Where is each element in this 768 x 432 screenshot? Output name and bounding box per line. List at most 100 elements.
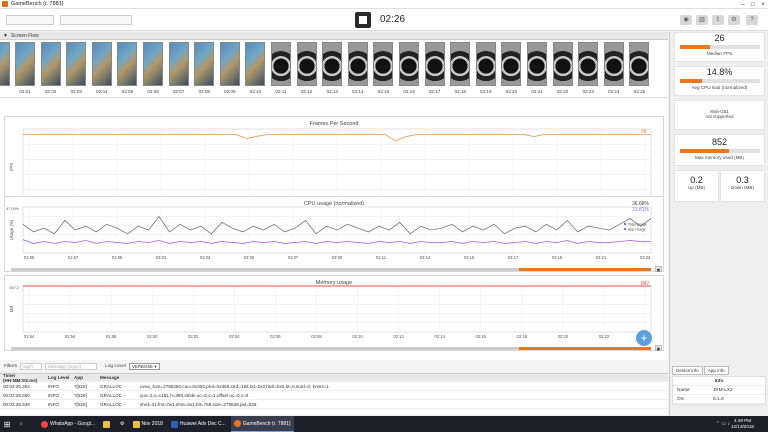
thumbnail-time-label: 02:12	[300, 89, 313, 94]
log-cell: ?[528]	[74, 392, 87, 398]
upload-card[interactable]: 0.2 Up (MB)	[674, 170, 719, 202]
download-label: Down (MB)	[731, 185, 754, 190]
screen-thumbnail[interactable]	[578, 42, 599, 86]
screen-thumbnail[interactable]	[629, 42, 650, 86]
taskbar-nov[interactable]: Nov 2018	[130, 416, 166, 432]
windows-start-icon[interactable]: ⊞	[3, 419, 11, 429]
taskbar-files[interactable]	[100, 416, 115, 432]
cpu-load-card[interactable]: 14.8% Avg CPU load (normalized)	[674, 66, 765, 96]
close-icon[interactable]: ×	[761, 1, 765, 8]
screen-thumbnail[interactable]	[552, 42, 573, 86]
memory-time-slider[interactable]	[11, 347, 651, 350]
screen-thumbnail[interactable]	[40, 42, 61, 86]
screen-thumbnail[interactable]	[527, 42, 547, 86]
export-icon[interactable]: ⇪	[712, 15, 724, 25]
trash-icon[interactable]: ▥	[696, 15, 708, 25]
memory-slider-range[interactable]	[519, 347, 651, 350]
plot-area	[22, 285, 652, 333]
thumbnail-time-label: 02:07	[172, 89, 185, 94]
screen-thumbnail[interactable]	[0, 42, 10, 86]
add-marker-button[interactable]: +	[636, 330, 652, 346]
screen-thumbnail[interactable]	[475, 42, 496, 86]
lock-icon[interactable]: ▣	[655, 266, 662, 272]
system-tray[interactable]: ⌃ ▭ ♪	[715, 421, 730, 427]
taskbar-whatsapp[interactable]: WhatsApp - Googl...	[38, 416, 98, 432]
log-row[interactable]: 00:02:26.352 INFO ?[528] GRALLOC - uvva_size…	[0, 382, 668, 391]
screen-thumbnail[interactable]	[399, 42, 419, 86]
screen-flow-strip[interactable]: 02:01 02:02 02:03 02:04 02:05 02:06 02:07 02:08…	[0, 40, 668, 98]
screen-thumbnail[interactable]	[450, 42, 471, 86]
maximize-icon[interactable]: □	[751, 1, 755, 8]
screen-thumbnail[interactable]	[347, 42, 368, 86]
tag-filter-input[interactable]: tag/fr	[20, 362, 43, 370]
device-info-value: JKM-LX2	[713, 387, 733, 393]
screen-thumbnail[interactable]	[143, 42, 163, 86]
cpu-slider-range[interactable]	[519, 268, 651, 271]
col-level[interactable]: Log Level	[48, 375, 70, 380]
system-clock[interactable]: 4:49 PM 12/13/2018	[731, 418, 754, 430]
max-memory-card[interactable]: 852 Max memory used (MB)	[674, 134, 765, 166]
app-dropdown[interactable]	[60, 15, 132, 25]
collapse-chevron-icon[interactable]: ▼	[3, 32, 8, 39]
log-row[interactable]: 00:02:26.350 INFO ?[528] GRALLOC - yuv=2,u=c…	[0, 391, 668, 400]
settings-icon[interactable]: ⚙	[728, 15, 740, 25]
screen-thumbnail[interactable]	[322, 42, 343, 86]
thumbnail-time-label: 02:02	[44, 89, 57, 94]
log-level-select[interactable]: VERBOSE ▾	[128, 362, 160, 370]
minimize-icon[interactable]: –	[741, 1, 745, 8]
col-message[interactable]: Message	[100, 375, 120, 380]
download-value: 0.3	[736, 175, 749, 185]
device-info-key: OS	[677, 396, 684, 402]
search-icon[interactable]: ⌕	[20, 421, 23, 427]
app-logo-icon	[2, 1, 8, 7]
screen-thumbnail[interactable]	[501, 42, 522, 86]
thumbnail-time-label: 02:24	[608, 89, 620, 94]
log-table[interactable]: Timer (HH:MM:SS.ms) Log Level App Messag…	[0, 373, 668, 415]
median-fps-label: Median FPS	[706, 51, 733, 56]
screen-thumbnail[interactable]	[219, 42, 240, 86]
cpu-time-slider[interactable]	[11, 268, 651, 271]
screen-thumbnail[interactable]	[271, 42, 291, 86]
screen-thumbnail[interactable]	[424, 42, 445, 86]
screen-thumbnail[interactable]	[296, 42, 317, 86]
screen-thumbnail[interactable]	[66, 42, 87, 86]
taskbar-gamebench[interactable]: GameBench (r. 7881)	[230, 416, 294, 432]
clock-time: 4:49 PM	[733, 418, 752, 423]
thumbnail-time-label: 02:06	[147, 89, 159, 94]
session-timer: 02:26	[380, 14, 406, 25]
thumbnail-time-label: 02:21	[531, 89, 543, 94]
taskbar-settings[interactable]: ⚙	[117, 416, 127, 432]
screen-thumbnail[interactable]	[117, 42, 138, 86]
lock-icon[interactable]: ▣	[655, 345, 662, 351]
legend-app-swatch	[623, 227, 627, 231]
median-fps-card[interactable]: 26 Median FPS	[674, 32, 765, 62]
screen-thumbnail[interactable]	[91, 42, 112, 86]
x-tick-label: 02:23	[640, 255, 651, 260]
gpu-card[interactable]: Mali-G51 not supported	[674, 100, 765, 130]
log-cell: ?[528]	[74, 401, 87, 407]
tab-app-info[interactable]: App info	[703, 366, 729, 375]
tab-device-info[interactable]: Device info	[672, 366, 703, 375]
log-level-label: Log Level	[105, 363, 126, 369]
screen-thumbnail[interactable]	[168, 42, 189, 86]
filters-label: Filters	[4, 363, 18, 369]
col-timer[interactable]: Timer (HH:MM:SS.ms)	[3, 372, 38, 383]
screen-thumbnail[interactable]	[15, 42, 35, 86]
stop-record-button[interactable]	[355, 12, 371, 28]
metrics-sidebar: 26 Median FPS 14.8% Avg CPU load (normal…	[669, 32, 768, 416]
taskbar-word[interactable]: Huawei Adv Dec C...	[168, 416, 229, 432]
col-app[interactable]: App	[74, 375, 83, 380]
log-row[interactable]: 00:02:26.349 INFO ?[528] GRALLOC - shrd=31,f…	[0, 400, 668, 409]
screen-thumbnail[interactable]	[245, 42, 266, 86]
download-card[interactable]: 0.3 Down (MB)	[720, 170, 765, 202]
screen-flow-header[interactable]: ▼ Screen Flow	[0, 32, 668, 40]
screen-thumbnail[interactable]	[194, 42, 215, 86]
eye-icon[interactable]: ◉	[680, 15, 692, 25]
help-icon[interactable]: ?	[746, 15, 758, 25]
screen-thumbnail[interactable]	[373, 42, 394, 86]
device-dropdown[interactable]	[6, 15, 54, 25]
total-usage-line	[22, 215, 652, 235]
log-header-row: Timer (HH:MM:SS.ms) Log Level App Messag…	[0, 372, 668, 383]
screen-thumbnail[interactable]	[603, 42, 624, 86]
message-filter-input[interactable]: Message (regex)	[45, 362, 98, 370]
